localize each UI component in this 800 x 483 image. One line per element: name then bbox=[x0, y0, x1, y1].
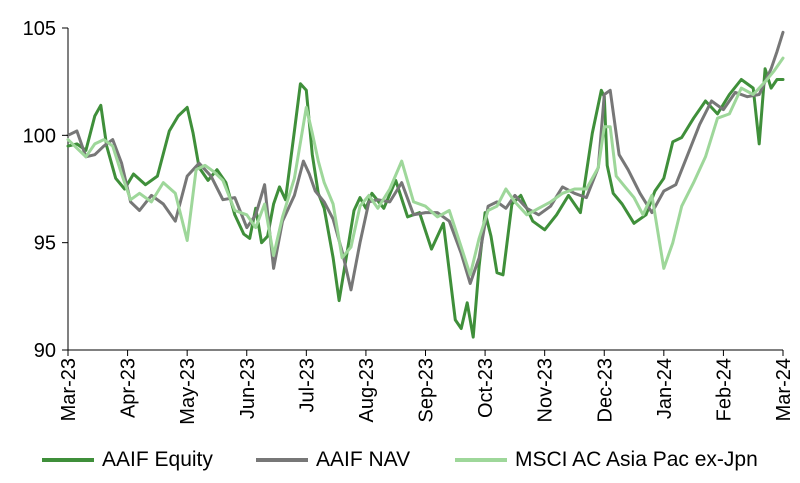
x-axis-ticks: Mar-23 Apr-23 May-23 Jun-23 Jul-23 Aug-23 Sep-… bbox=[58, 350, 795, 425]
legend-item-aaif-nav: AAIF NAV bbox=[256, 442, 410, 478]
legend-label-aaif-equity: AAIF Equity bbox=[102, 448, 213, 471]
x-tick-label: Mar-23 bbox=[58, 358, 80, 421]
x-tick-label: Sep-23 bbox=[416, 358, 438, 423]
series-line-1 bbox=[66, 30, 785, 292]
legend-item-aaif-equity: AAIF Equity bbox=[42, 442, 213, 478]
legend-item-msci-ac-asia-pac-ex-jpn: MSCI AC Asia Pac ex-Jpn bbox=[455, 442, 758, 478]
legend-label-msci-ac-asia-pac-ex-jpn: MSCI AC Asia Pac ex-Jpn bbox=[515, 448, 758, 471]
series-layer bbox=[66, 30, 785, 339]
series-line-0 bbox=[66, 67, 785, 339]
x-tick-label: Jan-24 bbox=[654, 358, 676, 419]
legend-swatch-aaif-nav bbox=[256, 458, 308, 462]
legend-swatch-aaif-equity bbox=[42, 458, 94, 462]
x-tick-label: Aug-23 bbox=[356, 358, 378, 423]
x-tick-label: Mar-24 bbox=[773, 358, 795, 421]
x-tick-label: Jul-23 bbox=[296, 358, 318, 412]
legend: AAIF Equity AAIF NAV MSCI AC Asia Pac ex… bbox=[0, 442, 800, 478]
legend-label-aaif-nav: AAIF NAV bbox=[316, 448, 411, 471]
plot-frame bbox=[67, 28, 783, 351]
x-tick-label: Apr-23 bbox=[118, 358, 140, 418]
x-tick-label: Jun-23 bbox=[237, 358, 259, 419]
y-tick-label: 90 bbox=[34, 340, 56, 362]
x-tick-label: Oct-23 bbox=[475, 358, 497, 418]
x-tick-label: Dec-23 bbox=[594, 358, 616, 422]
x-tick-label: Nov-23 bbox=[535, 358, 557, 422]
series-line-2 bbox=[66, 56, 785, 277]
x-tick-label: Feb-24 bbox=[713, 358, 735, 421]
x-tick-label: May-23 bbox=[177, 358, 199, 425]
y-axis-ticks: 90 95 100 105 bbox=[23, 18, 68, 362]
y-tick-label: 105 bbox=[23, 18, 56, 40]
y-tick-label: 95 bbox=[34, 233, 56, 255]
legend-swatch-msci-ac-asia-pac-ex-jpn bbox=[455, 458, 507, 462]
y-tick-label: 100 bbox=[23, 125, 56, 147]
